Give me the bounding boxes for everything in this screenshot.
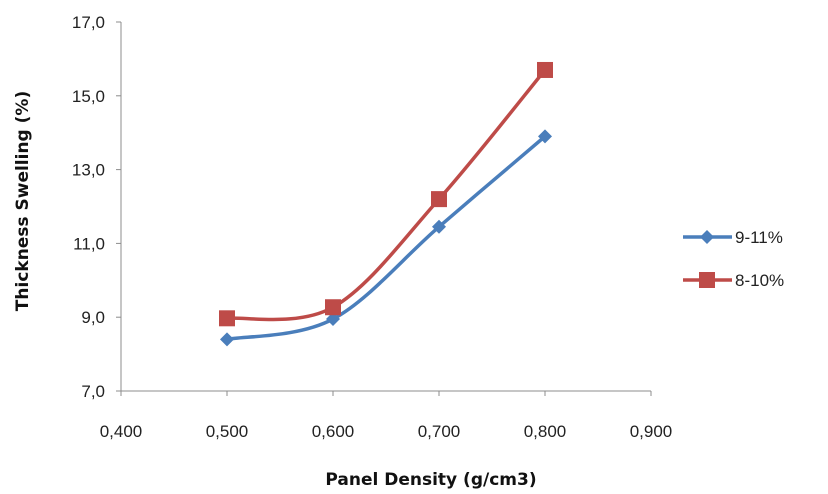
x-tick-label: 0,900 xyxy=(630,422,673,441)
data-point xyxy=(432,219,446,234)
data-point xyxy=(537,61,553,78)
y-tick-label: 7,0 xyxy=(81,382,105,401)
axes xyxy=(120,22,651,392)
y-tick-label: 15,0 xyxy=(72,87,105,106)
y-tick-label: 9,0 xyxy=(81,308,105,327)
data-point xyxy=(538,129,552,144)
x-tick-label: 0,500 xyxy=(206,422,249,441)
x-tick-label: 0,600 xyxy=(312,422,355,441)
series-line xyxy=(225,68,547,322)
series-line xyxy=(225,134,547,342)
x-tick-label: 0,800 xyxy=(524,422,567,441)
x-axis-title: Panel Density (g/cm3) xyxy=(325,470,536,490)
y-axis-title: Thickness Swelling (%) xyxy=(13,91,33,311)
series-2 xyxy=(219,61,553,327)
y-tick-label: 17,0 xyxy=(72,13,105,32)
y-tick-labels: 17,0 15,0 13,0 11,0 9,0 7,0 xyxy=(72,13,121,401)
x-tick-label: 0,700 xyxy=(418,422,461,441)
data-point xyxy=(220,332,234,347)
data-point xyxy=(326,312,340,327)
x-tick-labels: 0,400 0,500 0,600 0,700 0,800 0,900 xyxy=(100,391,673,441)
legend-item: 9-11% xyxy=(683,228,783,247)
series-1 xyxy=(220,129,552,347)
data-point xyxy=(325,299,341,316)
data-point xyxy=(431,191,447,208)
x-tick-label: 0,400 xyxy=(100,422,143,441)
series-layer xyxy=(219,61,553,347)
legend-label: 9-11% xyxy=(735,228,783,247)
legend-label: 8-10% xyxy=(735,271,784,290)
y-tick-label: 11,0 xyxy=(73,234,105,253)
data-point xyxy=(219,310,235,327)
legend-marker xyxy=(699,272,715,288)
legend-marker xyxy=(700,230,714,244)
legend-item: 8-10% xyxy=(683,271,784,290)
legend: 9-11% 8-10% xyxy=(683,228,784,290)
y-tick-label: 13,0 xyxy=(72,161,105,180)
